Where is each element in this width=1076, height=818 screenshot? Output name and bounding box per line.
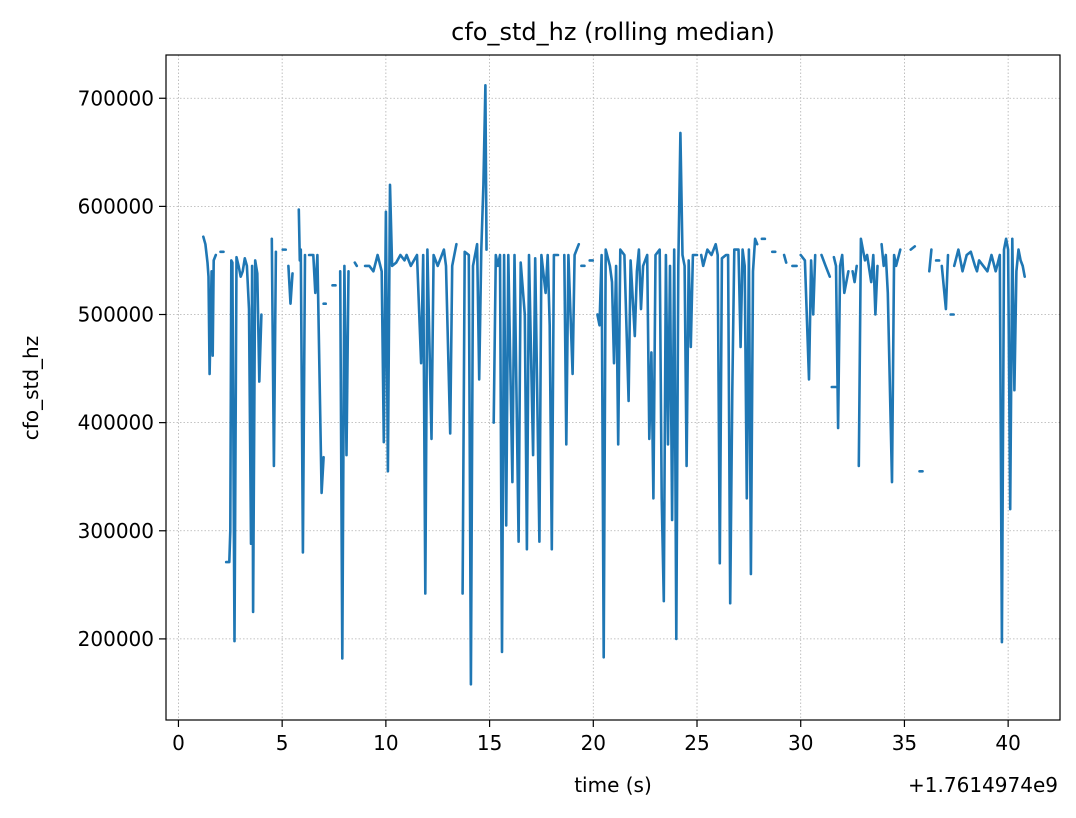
series-line-segment bbox=[353, 261, 359, 268]
series-line-segment bbox=[699, 237, 759, 605]
series-line-segment bbox=[940, 253, 950, 311]
y-tick-label: 200000 bbox=[78, 627, 154, 651]
y-tick-label: 300000 bbox=[78, 519, 154, 543]
series-line-segment bbox=[880, 242, 902, 484]
series-line-segment bbox=[857, 237, 879, 468]
series-line-segment bbox=[492, 253, 560, 654]
x-tick-label: 10 bbox=[373, 731, 398, 755]
x-tick-label: 40 bbox=[995, 731, 1020, 755]
x-tick-label: 20 bbox=[581, 731, 606, 755]
x-tick-label: 0 bbox=[172, 731, 185, 755]
series-line-segment bbox=[270, 237, 278, 468]
series-line-segment bbox=[363, 183, 458, 595]
axes-frame bbox=[165, 54, 1061, 721]
y-tick-label: 700000 bbox=[78, 86, 154, 110]
x-axis-offset-label: +1.7614974e9 bbox=[908, 773, 1058, 797]
series-line-segment bbox=[287, 264, 294, 306]
series-line-segment bbox=[224, 255, 263, 643]
series-line-segment bbox=[927, 248, 933, 273]
series-line-segment bbox=[952, 237, 1026, 644]
series-line-segment bbox=[562, 242, 581, 446]
axis-ticks: 0 5 10 15 20 25 30 35 40 200000 300000 400000 500000… bbox=[78, 86, 1021, 755]
series-line-segment bbox=[297, 208, 307, 554]
x-tick-label: 35 bbox=[892, 731, 917, 755]
y-tick-label: 600000 bbox=[78, 194, 154, 218]
series-line-segment bbox=[461, 84, 488, 686]
series-line-segment bbox=[909, 245, 917, 251]
series-line-segment bbox=[307, 253, 325, 495]
chart-title: cfo_std_hz (rolling median) bbox=[451, 18, 775, 46]
x-tick-label: 30 bbox=[788, 731, 813, 755]
plot-area bbox=[202, 84, 1026, 686]
series-line-segment bbox=[596, 131, 699, 659]
series-line-segment bbox=[820, 253, 832, 279]
x-tick-label: 25 bbox=[684, 731, 709, 755]
x-tick-label: 5 bbox=[276, 731, 289, 755]
x-axis-label: time (s) bbox=[574, 773, 652, 797]
series-line-segment bbox=[832, 253, 850, 430]
series-line-segment bbox=[782, 253, 788, 264]
series-line-segment bbox=[799, 253, 817, 381]
y-tick-label: 400000 bbox=[78, 411, 154, 435]
series-line-segment bbox=[851, 264, 859, 284]
series-line-segment bbox=[202, 235, 218, 376]
series-line-segment bbox=[338, 264, 350, 660]
y-tick-label: 500000 bbox=[78, 303, 154, 327]
x-tick-label: 15 bbox=[477, 731, 502, 755]
y-axis-label: cfo_std_hz bbox=[19, 336, 43, 440]
